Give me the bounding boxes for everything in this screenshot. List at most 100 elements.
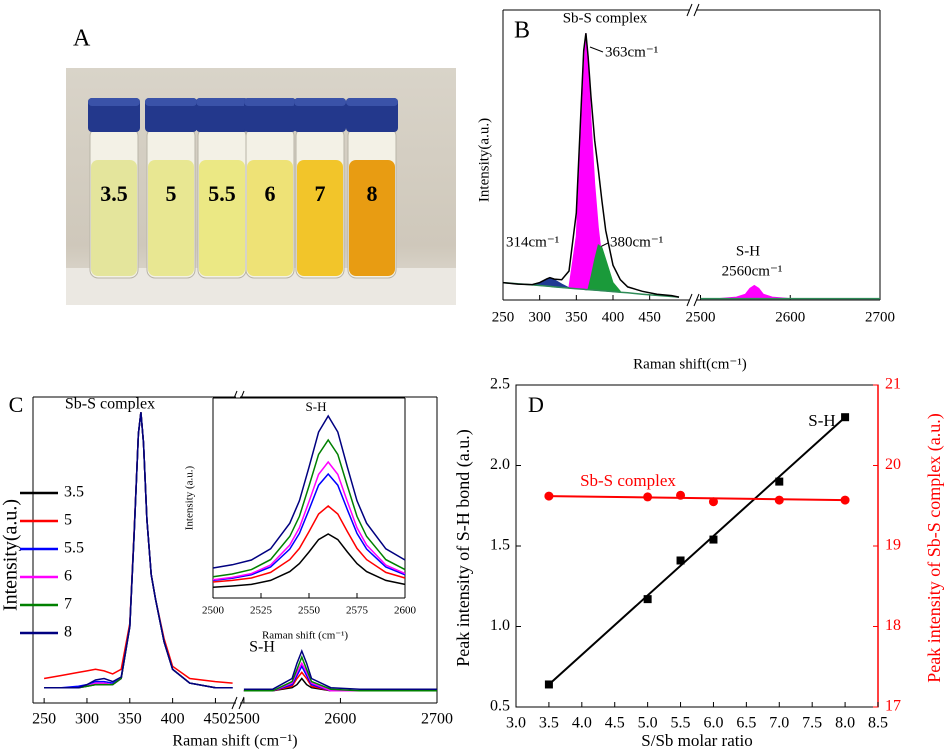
chart-2: 2500 2525 2550 2575 2600 Raman shift (cm⁻¹) In… (184, 397, 417, 642)
vial-liquid (297, 160, 343, 276)
x-tick-label: 8.0 (835, 715, 855, 732)
vial-cap (145, 98, 197, 132)
data-point (709, 535, 718, 544)
annotation: S-H (306, 399, 327, 414)
x-tick-label: 400 (161, 711, 185, 728)
legend-label: 3.5 (64, 484, 84, 501)
x-tick-label: 2500 (685, 309, 715, 325)
data-point (676, 556, 685, 565)
x-tick-label: 5.5 (671, 715, 691, 732)
x-tick-label: 250 (32, 711, 56, 728)
y-tick-label: 2.5 (490, 376, 510, 393)
photo-panel: A 3.5 5 5.5 6 7 8 (66, 26, 456, 305)
y2-tick-label: 18 (885, 617, 901, 634)
data-point (840, 495, 850, 505)
legend-label: 7 (64, 596, 72, 613)
axis-break (686, 293, 693, 307)
x-tick-label: 450 (638, 309, 661, 325)
y-tick-label: 2.0 (490, 456, 510, 473)
y2-tick-label: 21 (885, 376, 901, 393)
vial-cap-top (294, 98, 346, 106)
x-tick-label: 2575 (346, 605, 369, 617)
legend-label: 6 (64, 568, 72, 585)
arrow (589, 46, 604, 53)
annotation: S-H (736, 243, 760, 259)
annotation: S-H (808, 411, 835, 430)
annotation: Sb-S complex (65, 396, 155, 413)
spectrum-line (212, 472, 406, 582)
x-tick-label: 2600 (324, 711, 356, 728)
spectrum-line (243, 655, 437, 692)
annotation: 363cm⁻¹ (605, 44, 658, 60)
fit-line (548, 416, 846, 686)
annotation: 314cm⁻¹ (506, 234, 559, 250)
y2-axis-label: Peak intensity of Sb-S complex (a.u.) (924, 413, 945, 682)
data-point (676, 490, 686, 500)
x-tick-label: 7.0 (769, 715, 789, 732)
x-tick-label: 300 (75, 711, 99, 728)
annotation: Sb-S complex (563, 10, 648, 26)
x-tick-label: 8.5 (868, 715, 888, 732)
y2-tick-label: 17 (885, 698, 901, 715)
x-tick-label: 6.0 (703, 715, 723, 732)
x-tick-label: 400 (602, 309, 625, 325)
annotation: S-H (249, 639, 275, 656)
x-tick-label: 350 (565, 309, 588, 325)
annotation: Sb-S complex (580, 471, 676, 490)
x-tick-label: 5.0 (638, 715, 658, 732)
x-tick-label: 6.5 (736, 715, 756, 732)
x-tick-label: 300 (528, 309, 551, 325)
x-tick-label: 3.5 (539, 715, 559, 732)
legend-label: 5 (64, 512, 72, 529)
y2-tick-label: 19 (885, 537, 901, 554)
vial-liquid (199, 160, 245, 276)
spectrum-line (212, 438, 406, 578)
vial-cap-top (145, 98, 197, 106)
inset-background (213, 398, 405, 598)
data-point (643, 492, 653, 502)
y2-tick-label: 20 (885, 456, 901, 473)
y-tick-label: 0.5 (490, 698, 510, 715)
y-tick-label: 1.0 (490, 617, 510, 634)
vial-liquid (349, 160, 395, 276)
data-point (775, 477, 784, 486)
chart-0: 250 300 350 400 450 2500 2600 2700 B Raman shift(… (476, 3, 895, 372)
spectrum-line (243, 661, 437, 692)
spectrum-line (502, 33, 680, 298)
plot-frame (515, 384, 879, 708)
x-axis-label: Raman shift (cm⁻¹) (172, 733, 297, 750)
vial-label: 7 (315, 181, 326, 206)
x-tick-label: 2500 (228, 711, 260, 728)
axis-break (231, 696, 238, 710)
data-point (841, 413, 850, 422)
x-tick-label: 450 (203, 711, 227, 728)
data-point (708, 497, 718, 507)
legend-label: 5.5 (64, 540, 84, 557)
y-axis-label: Intensity(a.u.) (476, 118, 492, 202)
vial-cap-top (346, 98, 398, 106)
vial-cap (88, 98, 140, 132)
vial-label: 3.5 (100, 181, 128, 206)
spectrum-line (212, 460, 406, 581)
peak-area (568, 33, 614, 293)
x-axis-label: S/Sb molar ratio (641, 731, 752, 750)
fit-line (548, 495, 846, 502)
vial-cap (196, 98, 248, 132)
vial-cap (346, 98, 398, 132)
x-tick-label: 2550 (298, 605, 321, 617)
legend-label: 8 (64, 624, 72, 641)
x-tick-label: 2500 (202, 605, 225, 617)
axis-break (693, 3, 700, 17)
spectrum-line (243, 664, 437, 692)
panel-label: A (73, 26, 91, 52)
axis-break (686, 3, 693, 17)
y-axis-label: Peak intensity of S-H bond (a.u.) (453, 429, 474, 666)
data-point (544, 680, 553, 689)
x-tick-label: 4.0 (572, 715, 592, 732)
x-tick-label: 250 (492, 309, 515, 325)
annotation: 380cm⁻¹ (610, 234, 663, 250)
panel-label: B (514, 18, 530, 44)
x-tick-label: 2700 (421, 711, 453, 728)
x-axis-label: Raman shift (cm⁻¹) (262, 630, 348, 642)
